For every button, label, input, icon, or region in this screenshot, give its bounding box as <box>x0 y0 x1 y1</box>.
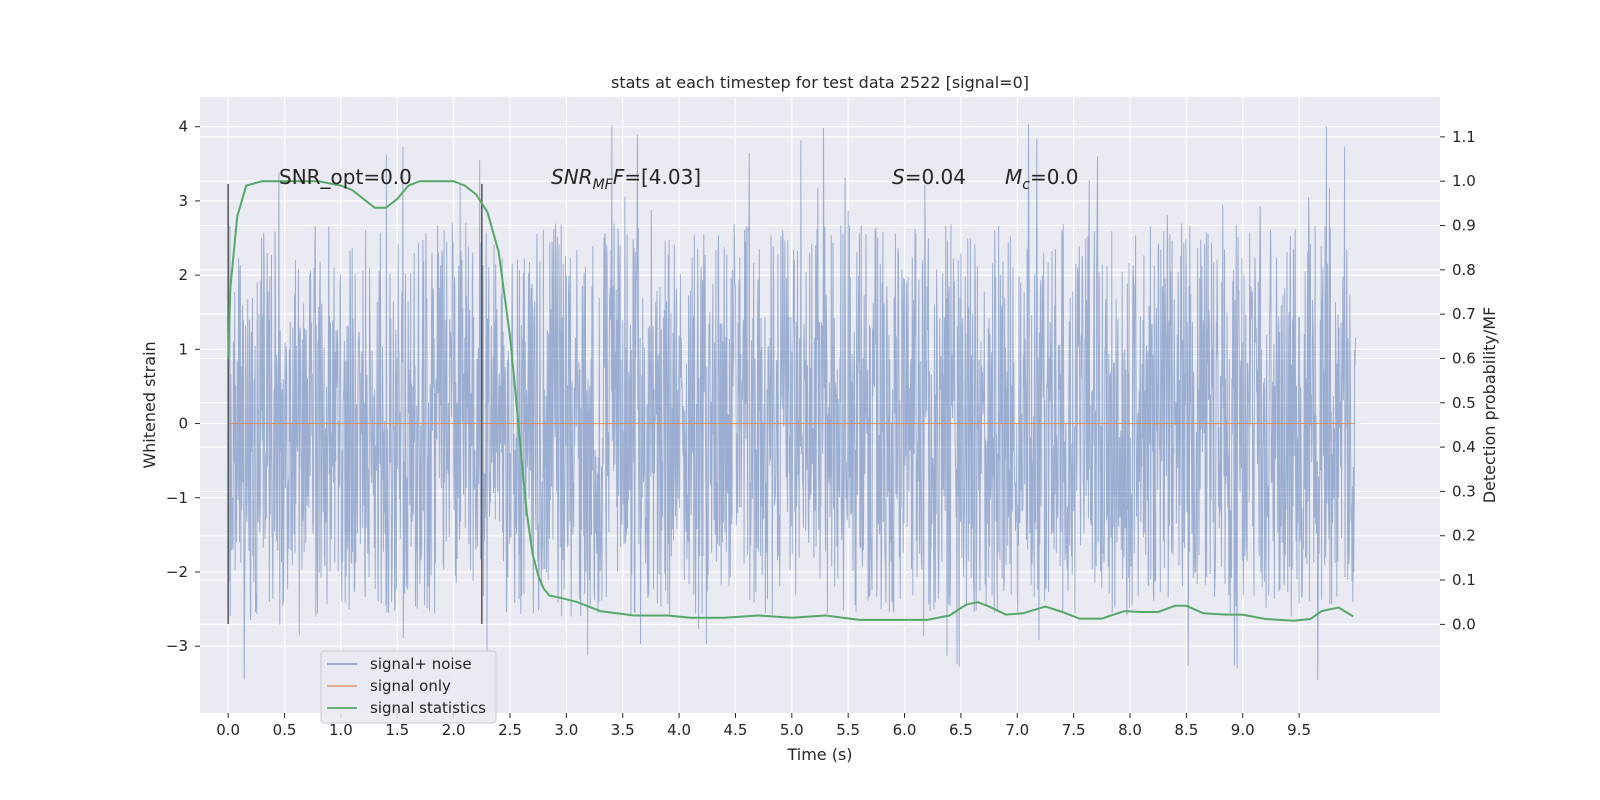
signal-statistics-line <box>227 180 1354 622</box>
y-tick-label: 4 <box>178 118 188 136</box>
x-tick-label: 1.5 <box>385 721 409 739</box>
y-tick-label: −1 <box>166 489 188 507</box>
y-right-tick-label: 0.0 <box>1452 615 1476 633</box>
y-tick-label: 0 <box>178 415 188 433</box>
x-tick-label: 5.5 <box>836 721 860 739</box>
signal-noise-trace <box>227 123 1356 681</box>
x-tick-label: 3.0 <box>554 721 578 739</box>
x-tick-label: 4.5 <box>724 721 748 739</box>
y-tick-label: 2 <box>178 266 188 284</box>
annotation-snr-mf: SNRMFF=[4.03] <box>551 165 701 193</box>
x-tick-label: 6.5 <box>949 721 973 739</box>
x-tick-label: 7.5 <box>1062 721 1086 739</box>
axis-ticks: 0.0 0.5 1.0 1.5 2.0 2.5 3.0 3.5 4.0 4.5 5.0 5.5 6.0 6… <box>166 118 1476 739</box>
y-right-tick-label: 0.1 <box>1452 571 1476 589</box>
y-right-tick-label: 0.7 <box>1452 305 1476 323</box>
y-tick-label: 1 <box>178 340 188 358</box>
y-right-tick-label: 0.4 <box>1452 438 1476 456</box>
legend-label-signal-statistics: signal statistics <box>370 699 486 717</box>
annotation-mc: Mc=0.0 <box>1005 165 1079 193</box>
legend-label-signal-only: signal only <box>370 677 451 695</box>
annotation-snr-opt: SNR_opt=0.0 <box>279 165 412 189</box>
x-tick-label: 1.0 <box>329 721 353 739</box>
y-tick-label: 3 <box>178 192 188 210</box>
x-tick-label: 2.5 <box>498 721 522 739</box>
series-lines <box>227 180 1356 624</box>
y-right-tick-label: 1.1 <box>1452 128 1476 146</box>
y-right-tick-label: 0.6 <box>1452 349 1476 367</box>
x-tick-label: 3.5 <box>611 721 635 739</box>
chart-title: stats at each timestep for test data 252… <box>611 73 1029 92</box>
x-tick-label: 5.0 <box>780 721 804 739</box>
x-tick-label: 8.5 <box>1174 721 1198 739</box>
y-axis-label: Whitened strain <box>140 341 159 468</box>
signal-noise-line <box>227 123 1356 681</box>
legend: signal+ noise signal only signal statist… <box>320 650 497 724</box>
y-axis-label-right: Detection probability/MF <box>1480 307 1499 504</box>
x-tick-label: 2.0 <box>442 721 466 739</box>
y-right-tick-label: 0.3 <box>1452 482 1476 500</box>
legend-label-signal-noise: signal+ noise <box>370 655 472 673</box>
legend-box <box>320 650 497 724</box>
annotation-s: S=0.04 <box>892 165 966 189</box>
y-right-tick-label: 0.9 <box>1452 217 1476 235</box>
x-tick-label: 9.0 <box>1231 721 1255 739</box>
x-tick-label: 8.0 <box>1118 721 1142 739</box>
x-axis-label: Time (s) <box>786 745 852 764</box>
y-right-tick-label: 0.5 <box>1452 394 1476 412</box>
x-tick-label: 0.5 <box>273 721 297 739</box>
x-tick-label: 4.0 <box>667 721 691 739</box>
y-right-tick-label: 0.8 <box>1452 261 1476 279</box>
x-tick-label: 9.5 <box>1287 721 1311 739</box>
y-right-tick-label: 1.0 <box>1452 172 1476 190</box>
x-tick-label: 6.0 <box>893 721 917 739</box>
y-tick-label: −2 <box>166 563 188 581</box>
y-tick-label: −3 <box>166 637 188 655</box>
y-right-tick-label: 0.2 <box>1452 527 1476 545</box>
x-tick-label: 0.0 <box>216 721 240 739</box>
x-tick-label: 7.0 <box>1005 721 1029 739</box>
